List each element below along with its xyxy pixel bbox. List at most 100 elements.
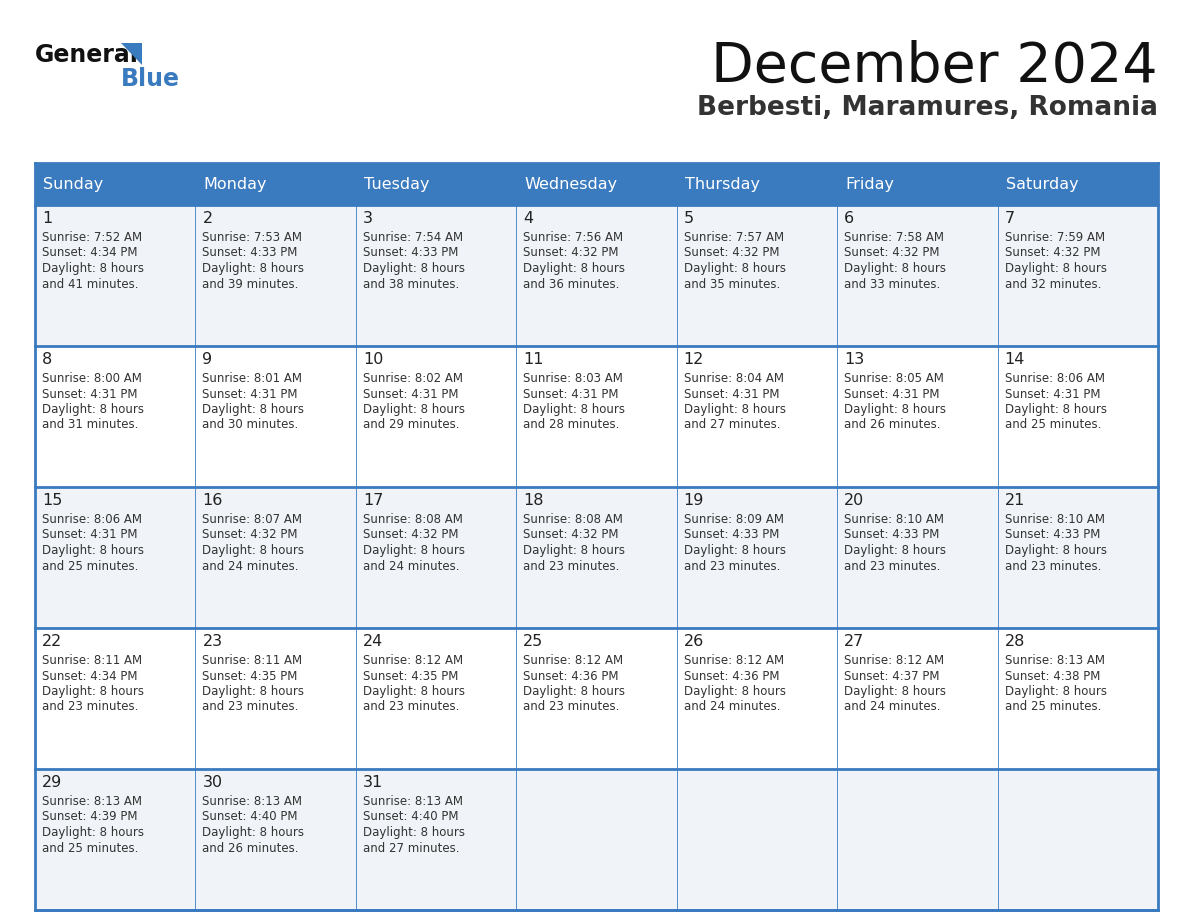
- Text: Sunrise: 8:04 AM: Sunrise: 8:04 AM: [684, 372, 784, 385]
- Text: Daylight: 8 hours: Daylight: 8 hours: [684, 262, 785, 275]
- Text: Sunset: 4:31 PM: Sunset: 4:31 PM: [362, 387, 459, 400]
- Text: and 25 minutes.: and 25 minutes.: [42, 842, 138, 855]
- Bar: [196, 769, 356, 910]
- Text: and 26 minutes.: and 26 minutes.: [202, 842, 299, 855]
- Text: and 25 minutes.: and 25 minutes.: [1005, 700, 1101, 713]
- Text: Daylight: 8 hours: Daylight: 8 hours: [684, 544, 785, 557]
- Text: Daylight: 8 hours: Daylight: 8 hours: [684, 685, 785, 698]
- Text: Sunrise: 8:13 AM: Sunrise: 8:13 AM: [1005, 654, 1105, 667]
- Text: 1: 1: [42, 211, 52, 226]
- Bar: [34, 163, 1158, 205]
- Text: 2: 2: [202, 211, 213, 226]
- Text: 22: 22: [42, 634, 62, 649]
- Text: Daylight: 8 hours: Daylight: 8 hours: [202, 826, 304, 839]
- Text: Monday: Monday: [203, 176, 267, 192]
- Bar: [196, 628, 356, 769]
- Text: and 25 minutes.: and 25 minutes.: [1005, 419, 1101, 431]
- Text: and 24 minutes.: and 24 minutes.: [362, 559, 460, 573]
- Text: Sunrise: 8:11 AM: Sunrise: 8:11 AM: [202, 654, 303, 667]
- Bar: [677, 487, 838, 628]
- Text: Sunset: 4:32 PM: Sunset: 4:32 PM: [684, 247, 779, 260]
- Text: Sunrise: 7:52 AM: Sunrise: 7:52 AM: [42, 231, 143, 244]
- Text: Sunset: 4:31 PM: Sunset: 4:31 PM: [684, 387, 779, 400]
- Text: Sunset: 4:40 PM: Sunset: 4:40 PM: [202, 811, 298, 823]
- Text: Sunrise: 7:56 AM: Sunrise: 7:56 AM: [523, 231, 624, 244]
- Bar: [677, 346, 838, 487]
- Text: and 23 minutes.: and 23 minutes.: [1005, 559, 1101, 573]
- Text: Daylight: 8 hours: Daylight: 8 hours: [684, 403, 785, 416]
- Text: and 39 minutes.: and 39 minutes.: [202, 277, 299, 290]
- Text: Sunset: 4:33 PM: Sunset: 4:33 PM: [1005, 529, 1100, 542]
- Bar: [838, 769, 998, 910]
- Text: Sunset: 4:31 PM: Sunset: 4:31 PM: [523, 387, 619, 400]
- Text: Daylight: 8 hours: Daylight: 8 hours: [362, 826, 465, 839]
- Bar: [356, 769, 517, 910]
- Text: and 24 minutes.: and 24 minutes.: [845, 700, 941, 713]
- Text: 27: 27: [845, 634, 865, 649]
- Text: and 24 minutes.: and 24 minutes.: [202, 559, 299, 573]
- Text: Daylight: 8 hours: Daylight: 8 hours: [202, 544, 304, 557]
- Text: and 27 minutes.: and 27 minutes.: [362, 842, 460, 855]
- Bar: [517, 205, 677, 346]
- Text: Saturday: Saturday: [1005, 176, 1079, 192]
- Text: Daylight: 8 hours: Daylight: 8 hours: [1005, 262, 1106, 275]
- Text: Sunrise: 8:13 AM: Sunrise: 8:13 AM: [202, 795, 303, 808]
- Text: and 26 minutes.: and 26 minutes.: [845, 419, 941, 431]
- Text: Daylight: 8 hours: Daylight: 8 hours: [42, 544, 144, 557]
- Text: Daylight: 8 hours: Daylight: 8 hours: [1005, 544, 1106, 557]
- Text: 20: 20: [845, 493, 865, 508]
- Bar: [838, 346, 998, 487]
- Text: Sunset: 4:36 PM: Sunset: 4:36 PM: [523, 669, 619, 682]
- Text: Thursday: Thursday: [684, 176, 759, 192]
- Text: Sunset: 4:36 PM: Sunset: 4:36 PM: [684, 669, 779, 682]
- Text: Sunday: Sunday: [43, 176, 103, 192]
- Text: 21: 21: [1005, 493, 1025, 508]
- Text: Sunset: 4:39 PM: Sunset: 4:39 PM: [42, 811, 138, 823]
- Text: and 24 minutes.: and 24 minutes.: [684, 700, 781, 713]
- Text: Daylight: 8 hours: Daylight: 8 hours: [523, 262, 625, 275]
- Text: Sunset: 4:31 PM: Sunset: 4:31 PM: [42, 387, 138, 400]
- Bar: [356, 205, 517, 346]
- Text: 15: 15: [42, 493, 63, 508]
- Text: Sunrise: 8:12 AM: Sunrise: 8:12 AM: [523, 654, 624, 667]
- Bar: [677, 628, 838, 769]
- Bar: [838, 487, 998, 628]
- Bar: [356, 346, 517, 487]
- Text: Daylight: 8 hours: Daylight: 8 hours: [362, 685, 465, 698]
- Text: and 23 minutes.: and 23 minutes.: [845, 559, 941, 573]
- Text: 3: 3: [362, 211, 373, 226]
- Text: Sunrise: 8:13 AM: Sunrise: 8:13 AM: [362, 795, 463, 808]
- Text: and 32 minutes.: and 32 minutes.: [1005, 277, 1101, 290]
- Text: Sunset: 4:35 PM: Sunset: 4:35 PM: [362, 669, 459, 682]
- Text: and 23 minutes.: and 23 minutes.: [684, 559, 781, 573]
- Text: Sunset: 4:33 PM: Sunset: 4:33 PM: [362, 247, 459, 260]
- Text: Daylight: 8 hours: Daylight: 8 hours: [42, 403, 144, 416]
- Bar: [34, 628, 196, 769]
- Text: 9: 9: [202, 352, 213, 367]
- Text: 16: 16: [202, 493, 223, 508]
- Text: 18: 18: [523, 493, 544, 508]
- Bar: [998, 628, 1158, 769]
- Text: Sunrise: 7:53 AM: Sunrise: 7:53 AM: [202, 231, 303, 244]
- Text: Sunrise: 8:02 AM: Sunrise: 8:02 AM: [362, 372, 463, 385]
- Text: 5: 5: [684, 211, 694, 226]
- Text: Daylight: 8 hours: Daylight: 8 hours: [1005, 685, 1106, 698]
- Bar: [34, 346, 196, 487]
- Text: Daylight: 8 hours: Daylight: 8 hours: [362, 403, 465, 416]
- Text: 30: 30: [202, 775, 222, 790]
- Text: Daylight: 8 hours: Daylight: 8 hours: [202, 262, 304, 275]
- Text: and 36 minutes.: and 36 minutes.: [523, 277, 620, 290]
- Text: Sunset: 4:31 PM: Sunset: 4:31 PM: [202, 387, 298, 400]
- Text: Daylight: 8 hours: Daylight: 8 hours: [1005, 403, 1106, 416]
- Text: and 28 minutes.: and 28 minutes.: [523, 419, 620, 431]
- Bar: [517, 628, 677, 769]
- Text: and 38 minutes.: and 38 minutes.: [362, 277, 459, 290]
- Text: Sunrise: 8:03 AM: Sunrise: 8:03 AM: [523, 372, 624, 385]
- Text: Sunrise: 8:05 AM: Sunrise: 8:05 AM: [845, 372, 944, 385]
- Bar: [517, 346, 677, 487]
- Text: Sunrise: 8:01 AM: Sunrise: 8:01 AM: [202, 372, 303, 385]
- Text: Daylight: 8 hours: Daylight: 8 hours: [42, 826, 144, 839]
- Text: 13: 13: [845, 352, 865, 367]
- Text: Daylight: 8 hours: Daylight: 8 hours: [523, 544, 625, 557]
- Text: 26: 26: [684, 634, 704, 649]
